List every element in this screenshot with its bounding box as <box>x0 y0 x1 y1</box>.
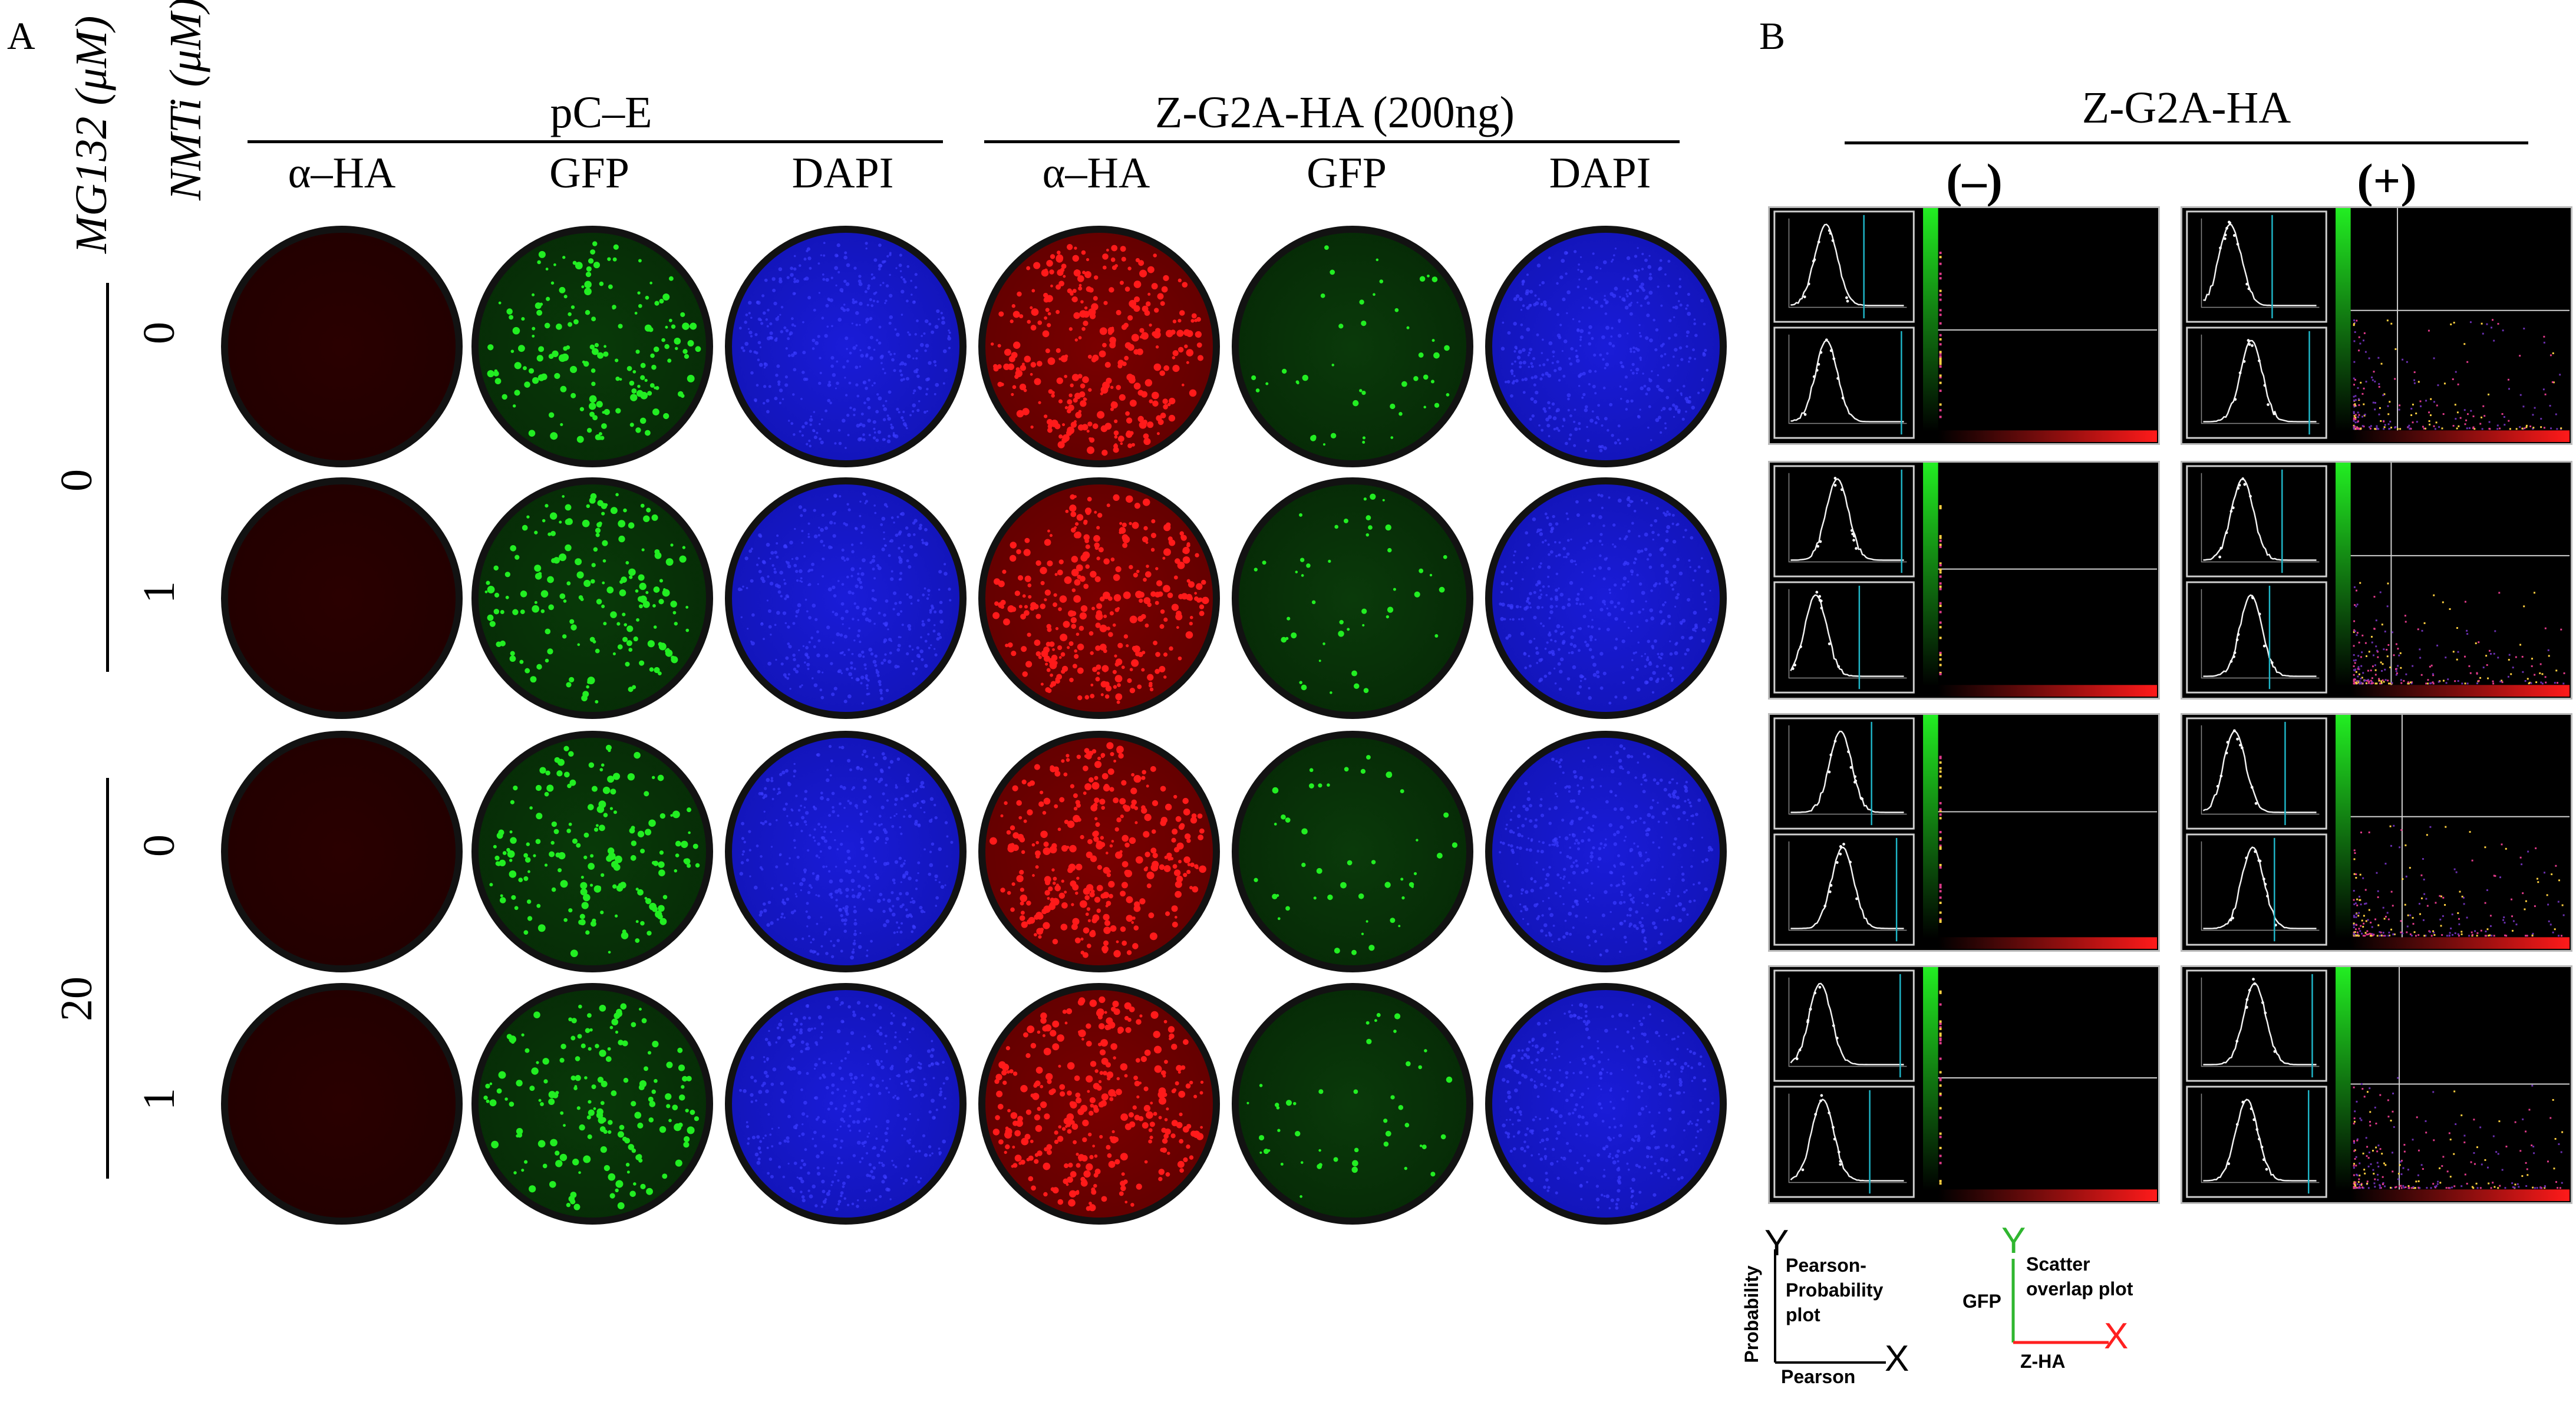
col-label-zg2a-gfp: GFP <box>1307 149 1387 197</box>
micrograph-zg2a-dapi-row1 <box>1485 226 1727 467</box>
micrograph-zg2a-dapi-row2 <box>1485 477 1727 719</box>
micrograph-zg2a-gfp-row4 <box>1232 983 1473 1225</box>
micrograph-pce-ha-row4 <box>221 983 463 1225</box>
micrograph-pce-ha-row3 <box>221 731 463 972</box>
micrograph-zg2a-dapi-row4 <box>1485 983 1727 1225</box>
micrograph-pce-gfp-row3 <box>471 731 713 972</box>
micrograph-pce-gfp-row2 <box>471 477 713 719</box>
legend-scatter-y-letter: Y <box>2001 1220 2026 1261</box>
micrograph-pce-dapi-row2 <box>725 477 967 719</box>
micrograph-pce-gfp-row4 <box>471 983 713 1225</box>
col-label-zg2a-dapi: DAPI <box>1549 149 1651 197</box>
micrograph-pce-ha-row1 <box>221 226 463 467</box>
panel-b-letter: B <box>1759 15 1786 58</box>
group-title-zg2a: Z-G2A-HA (200ng) <box>1155 88 1515 137</box>
micrograph-zg2a-ha-row2 <box>978 477 1220 719</box>
col-label-zg2a-ha: α–HA <box>1042 149 1150 197</box>
micrograph-zg2a-dapi-row3 <box>1485 731 1727 972</box>
legend-scatter-caption: Scatter overlap plot <box>2026 1253 2133 1299</box>
legend-pearson-y-label: Probability <box>1741 1265 1762 1363</box>
coloc-panel-minus-row4 <box>1768 965 2160 1204</box>
legend-scatter-x-label: Z-HA <box>2020 1351 2066 1372</box>
coloc-panel-minus-row3 <box>1768 713 2160 952</box>
legend-pearson: Y X Probability Pearson Pearson- Probabi… <box>1739 1223 1927 1391</box>
col-label-pce-dapi: DAPI <box>791 149 894 197</box>
coloc-panel-plus-row3 <box>2181 713 2572 952</box>
nmti-value-row3: 0 <box>134 834 184 857</box>
legend-pearson-x-label: Pearson <box>1781 1366 1856 1387</box>
legend-scatter: Y X GFP Z-HA Scatter overlap plot <box>1962 1220 2210 1391</box>
mg132-axis-label: MG132 (μM) <box>67 15 116 253</box>
micrograph-pce-gfp-row1 <box>471 226 713 467</box>
group-title-pce: pC–E <box>550 88 652 137</box>
micrograph-zg2a-ha-row1 <box>978 226 1220 467</box>
micrograph-pce-ha-row2 <box>221 477 463 719</box>
nmti-value-row2: 1 <box>134 581 184 603</box>
micrograph-pce-dapi-row1 <box>725 226 967 467</box>
col-label-pce-ha: α–HA <box>288 149 396 197</box>
legend-pearson-caption: Pearson- Probability plot <box>1786 1255 1884 1325</box>
micrograph-zg2a-gfp-row1 <box>1232 226 1473 467</box>
col-label-pce-gfp: GFP <box>549 149 629 197</box>
coloc-panel-plus-row4 <box>2181 965 2572 1204</box>
legend-scatter-y-label: GFP <box>1962 1291 2001 1312</box>
nmti-value-row1: 0 <box>134 322 184 344</box>
coloc-panel-plus-row1 <box>2181 206 2572 445</box>
mg132-20-bracket <box>106 778 109 1179</box>
panel-a-letter: A <box>7 15 35 58</box>
condition-plus: (+) <box>2357 154 2417 207</box>
mg132-0-bracket <box>106 283 109 672</box>
micrograph-zg2a-gfp-row3 <box>1232 731 1473 972</box>
group-rule-pce <box>248 140 943 143</box>
coloc-panel-plus-row2 <box>2181 461 2572 700</box>
micrograph-zg2a-ha-row4 <box>978 983 1220 1225</box>
micrograph-zg2a-gfp-row2 <box>1232 477 1473 719</box>
panel-b-rule <box>1845 141 2528 144</box>
mg132-value-0: 0 <box>52 469 101 491</box>
legend-scatter-x-letter: X <box>2104 1316 2129 1357</box>
panel-b-title: Z-G2A-HA <box>2082 83 2291 133</box>
micrograph-pce-dapi-row4 <box>725 983 967 1225</box>
micrograph-zg2a-ha-row3 <box>978 731 1220 972</box>
legend-pearson-axes <box>1774 1249 1886 1364</box>
nmti-axis-label: NMTi (μM) <box>161 0 210 200</box>
legend-scatter-axes <box>2011 1259 2109 1344</box>
group-rule-zg2a <box>984 140 1680 143</box>
coloc-panel-minus-row2 <box>1768 461 2160 700</box>
mg132-value-20: 20 <box>52 977 101 1021</box>
coloc-panel-minus-row1 <box>1768 206 2160 445</box>
legend-pearson-y-letter: Y <box>1764 1223 1789 1264</box>
legend-pearson-x-letter: X <box>1885 1338 1909 1379</box>
micrograph-pce-dapi-row3 <box>725 731 967 972</box>
nmti-value-row4: 1 <box>134 1088 184 1110</box>
condition-minus: (–) <box>1946 154 2003 207</box>
